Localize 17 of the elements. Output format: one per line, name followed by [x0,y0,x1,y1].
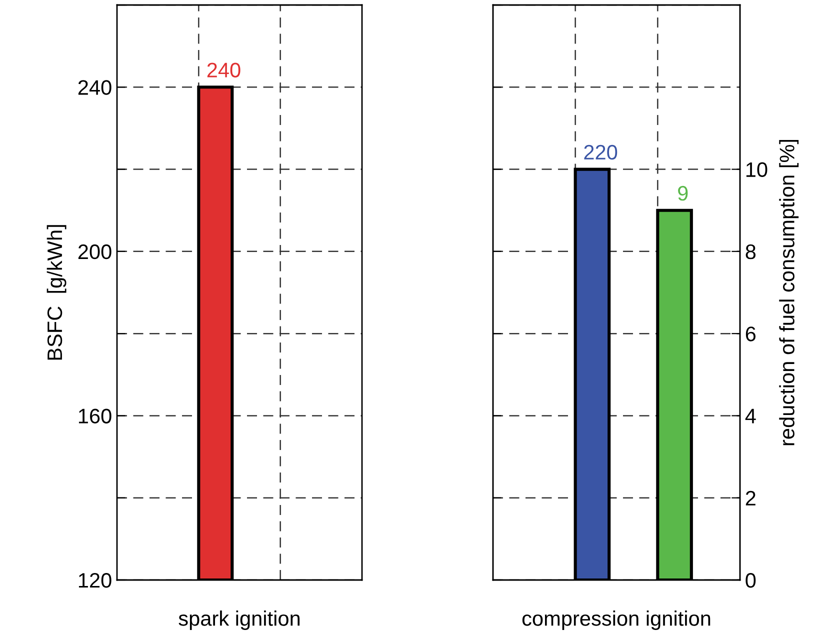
y-tick-label: 120 [78,573,112,588]
y2-tick-label: 4 [745,408,756,424]
y2-tick-label: 8 [746,244,756,260]
data-label: 240 [207,62,240,78]
data-label: 220 [584,144,618,160]
y2-axis-title: reduction of fuel consumption [%] [779,140,799,446]
y-tick-label: 240 [78,80,112,95]
y2-tick-label: 2 [746,490,756,506]
y2-tick-label: 0 [746,573,756,588]
y-axis-title: BSFC [g/kWh] [46,225,66,360]
y2-tick-label: 6 [746,326,756,342]
y-tick-label: 200 [78,244,112,260]
y-tick-label: 160 [78,408,112,424]
x-axis-title: compression ignition [522,610,710,630]
y2-tick-label: 10 [746,162,768,178]
data-label: 9 [678,186,688,201]
x-axis-title: spark ignition [178,610,300,630]
